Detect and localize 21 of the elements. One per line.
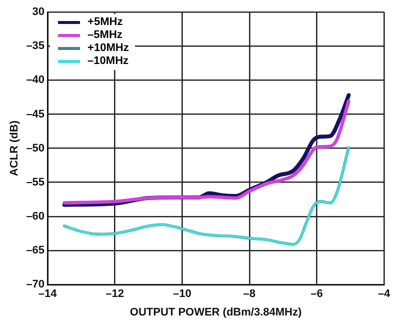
y-tick-label: –45 <box>26 108 45 120</box>
legend-label: –10MHz <box>88 55 129 68</box>
y-tick-label: 30 <box>32 6 45 18</box>
x-tick-label: –8 <box>243 288 256 300</box>
y-tick-label: –60 <box>26 210 45 222</box>
y-axis-title: ACLR (dB) <box>8 120 21 176</box>
y-tick-label: –70 <box>26 278 45 291</box>
x-tick-label: –4 <box>378 288 391 300</box>
x-tick-label: –12 <box>106 288 124 300</box>
y-tick-label: –35 <box>26 40 45 52</box>
x-tick-label: –10 <box>172 288 192 300</box>
x-tick-label: –6 <box>310 288 323 300</box>
legend-label: +5MHz <box>88 16 123 29</box>
legend-label: –5MHz <box>88 29 122 42</box>
legend-label: +10MHz <box>88 42 129 55</box>
x-axis-title: OUTPUT POWER (dBm/3.84MHz) <box>130 306 302 318</box>
y-tick-label: –40 <box>26 74 45 86</box>
y-tick-label: –50 <box>26 142 45 154</box>
y-tick-label: –55 <box>26 176 45 188</box>
x-tick-label: –14 <box>38 288 58 300</box>
y-tick-label: –65 <box>26 244 45 257</box>
